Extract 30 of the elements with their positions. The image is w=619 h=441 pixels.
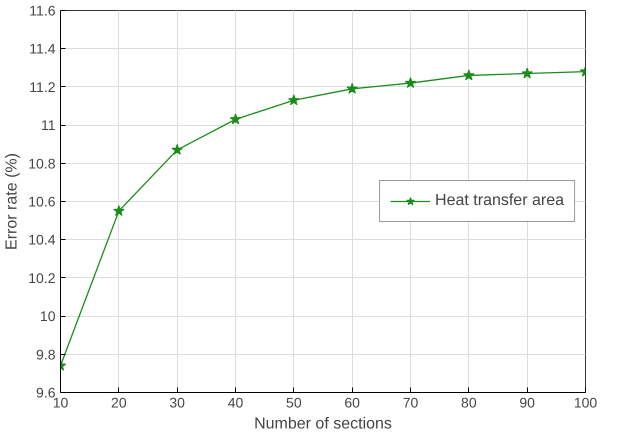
x-tick-label: 100 — [574, 394, 598, 410]
y-tick-label: 10 — [40, 308, 56, 324]
point — [171, 144, 183, 155]
y-tick-label: 11 — [40, 117, 56, 134]
y-tick-label: 10.2 — [28, 270, 56, 286]
x-tick-label: 70 — [402, 394, 418, 410]
point — [113, 205, 125, 216]
y-tick-label: 11.2 — [29, 78, 56, 95]
x-tick-label: 40 — [228, 394, 244, 410]
point — [404, 77, 416, 88]
y-tick-label: 10.6 — [28, 194, 56, 210]
y-axis-title: Error rate (%) — [3, 153, 20, 250]
x-tick-label: 60 — [344, 394, 360, 410]
y-tick-label: 10.4 — [28, 232, 56, 248]
y-tick-label: 11.6 — [29, 2, 56, 18]
point — [346, 82, 358, 94]
point — [463, 69, 475, 80]
legend-label: Heat transfer area — [435, 192, 564, 210]
point — [288, 94, 300, 106]
y-tick-label: 9.8 — [36, 346, 56, 362]
y-tick-label: 11.4 — [29, 40, 56, 57]
point — [230, 113, 242, 124]
x-tick-label: 80 — [461, 394, 477, 410]
x-axis-title: Number of sections — [254, 416, 392, 432]
x-tick-label: 30 — [169, 394, 186, 410]
x-tick-label: 90 — [519, 394, 536, 410]
point — [521, 68, 533, 78]
x-tick-label: 50 — [286, 394, 302, 410]
x-tick-label: 20 — [111, 394, 127, 410]
y-tick-label: 10.8 — [28, 155, 56, 172]
